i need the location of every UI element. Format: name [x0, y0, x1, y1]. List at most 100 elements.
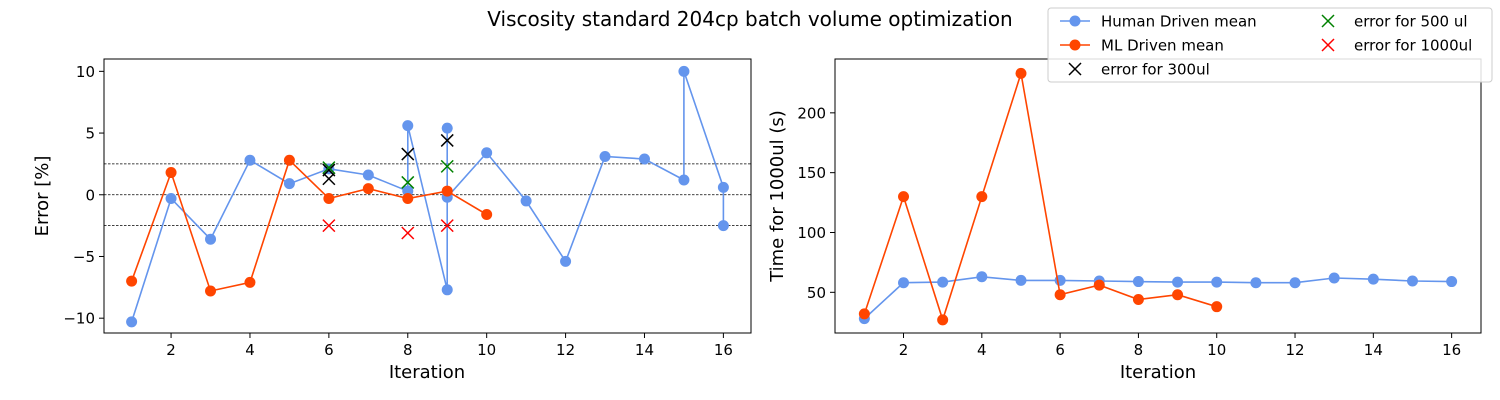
- error-plot-err1000-marker: [322, 219, 336, 233]
- error-plot-xtick-label: 12: [556, 341, 575, 359]
- error-plot-xtick-label: 14: [635, 341, 654, 359]
- figure-title: Viscosity standard 204cp batch volume op…: [487, 7, 1012, 31]
- error-plot-human-point: [205, 233, 217, 245]
- time-plot-human-point: [898, 277, 910, 289]
- error-plot-err1000-marker-stroke: [322, 219, 336, 233]
- error-plot-ylabel: Error [%]: [32, 156, 53, 237]
- legend-marker-stroke: [1068, 62, 1082, 76]
- error-plot-human-point: [441, 122, 453, 134]
- error-plot-ytick-label: 10: [76, 63, 95, 81]
- error-plot-err1000-marker-stroke: [440, 219, 454, 233]
- legend-marker: [1321, 14, 1335, 28]
- error-plot-ytick-label: −5: [73, 248, 95, 266]
- error-plot-err500-marker-stroke: [440, 159, 454, 173]
- error-plot-err300-marker-stroke: [401, 147, 415, 161]
- error-plot-xtick-label: 6: [324, 341, 334, 359]
- error-plot-human-point: [402, 120, 414, 132]
- legend-box: [1047, 7, 1493, 83]
- error-plot-err500-marker: [440, 159, 454, 173]
- time-plot-ml-point: [858, 308, 870, 320]
- error-plot-human-point: [717, 181, 729, 193]
- error-plot-err300-marker-stroke: [322, 163, 336, 177]
- error-plot-ytick-label: 0: [85, 186, 95, 204]
- error-plot-human-point: [323, 163, 335, 175]
- error-plot-xlabel: Iteration: [389, 362, 465, 383]
- time-plot-human-point: [937, 276, 949, 288]
- legend-marker: [1068, 62, 1082, 76]
- error-plot-xtick-label: 4: [245, 341, 255, 359]
- time-plot-ml-point: [1054, 289, 1066, 301]
- time-plot-ylabel: Time for 1000ul (s): [767, 110, 788, 283]
- legend-item-err1000: error for 1000ul: [1321, 37, 1472, 55]
- time-plot-ml-line: [863, 73, 1217, 323]
- time-plot-human-point: [1015, 274, 1027, 286]
- error-plot-err1000-marker-stroke: [401, 226, 415, 240]
- error-plot-ytick-label: −10: [63, 310, 95, 328]
- legend-item-err300: error for 300ul: [1068, 61, 1210, 79]
- time-plot-human-point: [1250, 277, 1262, 289]
- error-plot-human-point: [441, 284, 453, 296]
- time-plot-xtick-label: 16: [1442, 341, 1461, 359]
- error-plot-xtick-label: 16: [714, 341, 733, 359]
- time-plot-human-point: [1289, 277, 1301, 289]
- error-plot-human-point: [362, 169, 374, 181]
- time-plot-ml-point: [898, 191, 910, 203]
- time-plot-xtick-label: 8: [1134, 341, 1144, 359]
- time-plot-human-point: [1211, 276, 1223, 288]
- error-plot: 2 4 6 8 10 12 14 16 −10 −5 0 5 10 Iteration Error [%…: [32, 58, 752, 383]
- time-plot: 2 4 6 8 10 12 14 16 50 100 150 200 Iteration Time f…: [767, 58, 1482, 383]
- error-plot-human-point: [678, 65, 690, 77]
- error-plot-err1000-marker: [440, 219, 454, 233]
- error-plot-ml-point: [283, 154, 295, 166]
- legend-marker: [1321, 38, 1335, 52]
- time-plot-ytick-label: 50: [807, 284, 826, 302]
- error-plot-ml-line: [130, 158, 488, 292]
- error-plot-xtick-label: 2: [166, 341, 176, 359]
- error-plot-xtick-label: 10: [477, 341, 496, 359]
- time-plot-marks: [858, 67, 1458, 326]
- time-plot-xtick-label: 2: [899, 341, 909, 359]
- error-plot-err500-marker: [322, 161, 336, 175]
- error-plot-human-point: [560, 255, 572, 267]
- error-plot-err1000-marker: [401, 226, 415, 240]
- error-plot-err300-marker-stroke: [440, 133, 454, 147]
- time-plot-xtick-label: 6: [1055, 341, 1065, 359]
- error-plot-ml-point: [165, 167, 177, 179]
- time-plot-human-point: [1172, 276, 1184, 288]
- error-plot-human-point: [717, 220, 729, 232]
- error-plot-xtick-label: 8: [403, 341, 413, 359]
- time-plot-frame: [834, 58, 1482, 334]
- error-plot-human-line: [130, 71, 725, 323]
- time-plot-ml-point: [1172, 289, 1184, 301]
- error-plot-human-point: [126, 316, 138, 328]
- legend-label: error for 300ul: [1101, 61, 1210, 79]
- time-plot-human-point: [1367, 273, 1379, 285]
- time-plot-xtick-label: 4: [977, 341, 987, 359]
- time-plot-ytick-label: 200: [797, 104, 826, 122]
- error-plot-frame: [103, 58, 752, 334]
- legend-label: error for 500 ul: [1354, 13, 1468, 31]
- time-plot-ml-point: [1211, 301, 1223, 313]
- error-plot-err500-marker-stroke: [322, 161, 336, 175]
- time-plot-ml-point: [1132, 293, 1144, 305]
- legend-marker-stroke: [1321, 14, 1335, 28]
- legend-marker: [1069, 39, 1081, 51]
- time-plot-xtick-label: 12: [1285, 341, 1304, 359]
- error-plot-err300-marker: [440, 133, 454, 147]
- error-plot-ml-point: [362, 183, 374, 195]
- legend-marker-stroke: [1321, 38, 1335, 52]
- error-plot-human-point: [520, 195, 532, 207]
- error-plot-err300-marker: [322, 163, 336, 177]
- time-plot-xtick-label: 14: [1364, 341, 1383, 359]
- time-plot-human-point: [1132, 276, 1144, 288]
- error-plot-human-point: [599, 151, 611, 163]
- time-plot-xlabel: Iteration: [1120, 362, 1196, 383]
- time-plot-ml-point: [1093, 279, 1105, 291]
- error-plot-human-point: [638, 153, 650, 165]
- time-plot-human-point: [976, 271, 988, 283]
- error-plot-ml-point: [481, 209, 493, 221]
- error-plot-human-point: [165, 192, 177, 204]
- time-plot-ytick-label: 150: [797, 164, 826, 182]
- legend-item-err500: error for 500 ul: [1321, 13, 1468, 31]
